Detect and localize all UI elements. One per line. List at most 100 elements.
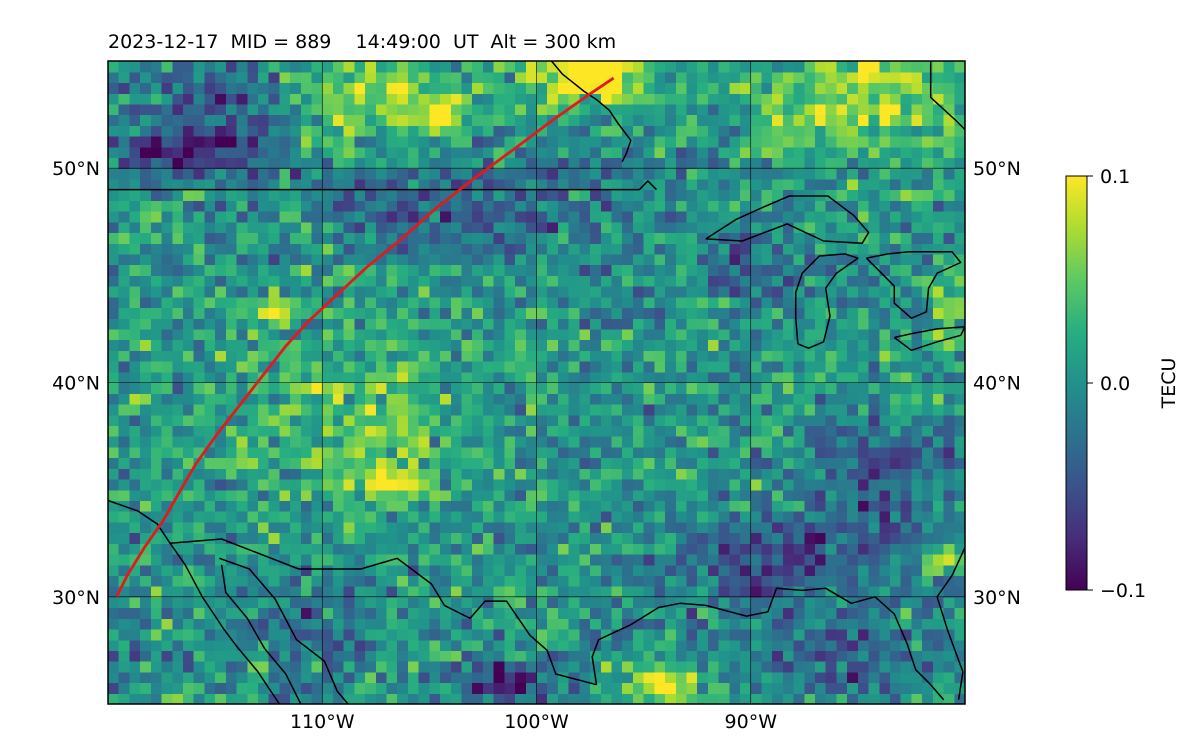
tec-cell xyxy=(922,371,934,384)
tec-cell xyxy=(815,157,827,169)
tec-cell xyxy=(632,468,645,480)
tec-cell xyxy=(461,564,473,576)
tec-cell xyxy=(322,318,334,330)
tec-cell xyxy=(793,61,805,73)
tec-cell xyxy=(375,468,388,480)
tec-cell xyxy=(654,500,666,512)
tec-cell xyxy=(440,243,452,255)
tec-cell xyxy=(354,168,366,180)
tec-cell xyxy=(268,146,280,159)
tec-cell xyxy=(761,318,773,330)
tec-cell xyxy=(375,511,388,523)
tec-cell xyxy=(397,468,409,480)
tec-cell xyxy=(922,307,934,319)
tec-cell xyxy=(804,253,816,266)
tec-cell xyxy=(740,296,752,309)
tec-cell xyxy=(365,425,377,437)
tec-cell xyxy=(354,371,366,384)
tec-cell xyxy=(922,189,934,201)
tec-cell xyxy=(536,361,548,373)
tec-cell xyxy=(665,103,677,116)
tec-cell xyxy=(750,446,763,459)
tec-cell xyxy=(815,650,827,662)
tec-cell xyxy=(836,500,848,512)
tec-cell xyxy=(429,136,441,148)
tec-cell xyxy=(707,253,720,266)
tec-cell xyxy=(215,596,227,609)
tec-cell xyxy=(172,500,184,512)
tec-cell xyxy=(225,307,238,319)
tec-cell xyxy=(836,639,848,652)
tec-cell xyxy=(236,382,248,394)
tec-cell xyxy=(193,414,206,426)
tec-cell xyxy=(225,457,238,469)
tec-cell xyxy=(225,264,238,276)
tec-cell xyxy=(707,457,720,469)
tec-cell xyxy=(515,93,527,105)
tec-cell xyxy=(193,178,206,191)
tec-cell xyxy=(493,628,505,641)
tec-cell xyxy=(847,682,859,694)
tec-cell xyxy=(182,361,195,373)
tec-cell xyxy=(579,457,591,469)
tec-cell xyxy=(547,361,559,373)
tec-cell xyxy=(375,275,388,287)
tec-cell xyxy=(654,532,666,544)
tec-cell xyxy=(590,564,602,576)
tec-cell xyxy=(557,93,570,105)
tec-cell xyxy=(472,114,484,126)
tec-cell xyxy=(836,586,848,598)
tec-cell xyxy=(354,178,366,191)
tec-cell xyxy=(890,71,902,84)
tec-cell xyxy=(257,446,270,459)
tec-cell xyxy=(300,178,313,191)
tec-cell xyxy=(172,586,184,598)
tec-cell xyxy=(804,521,816,534)
longitude-tick-label: 110°W xyxy=(290,711,355,733)
tec-cell xyxy=(761,264,773,276)
tec-cell xyxy=(182,296,195,309)
tec-cell xyxy=(815,361,827,373)
tec-cell xyxy=(461,103,473,116)
tec-cell xyxy=(793,393,805,405)
tec-cell xyxy=(954,146,965,159)
tec-cell xyxy=(140,136,152,148)
longitude-tick-label: 100°W xyxy=(504,711,569,733)
tec-cell xyxy=(343,93,355,105)
tec-cell xyxy=(407,71,420,84)
tec-cell xyxy=(954,361,965,373)
tec-cell xyxy=(611,661,623,673)
tec-cell xyxy=(365,671,377,684)
tec-cell xyxy=(365,693,377,704)
tec-cell xyxy=(579,232,591,244)
tec-cell xyxy=(375,661,388,673)
tec-cell xyxy=(440,446,452,459)
tec-cell xyxy=(375,650,388,662)
tec-cell xyxy=(890,296,902,309)
tec-cell xyxy=(322,93,334,105)
tec-cell xyxy=(536,114,548,126)
tec-cell xyxy=(740,328,752,341)
tec-cell xyxy=(257,511,270,523)
tec-cell xyxy=(182,639,195,652)
tec-cell xyxy=(740,307,752,319)
tec-cell xyxy=(932,146,945,159)
colorbar-tick-label: 0.0 xyxy=(1100,373,1130,395)
tec-cell xyxy=(461,189,473,201)
tec-cell xyxy=(740,253,752,266)
tec-cell xyxy=(204,650,216,662)
tec-cell xyxy=(322,628,334,641)
tec-cell xyxy=(793,403,805,416)
tec-cell xyxy=(890,200,902,212)
tec-cell xyxy=(397,328,409,341)
tec-cell xyxy=(300,114,313,126)
tec-cell xyxy=(290,403,302,416)
tec-cell xyxy=(772,682,784,694)
tec-cell xyxy=(815,114,827,126)
tec-cell xyxy=(750,650,763,662)
tec-cell xyxy=(857,382,870,394)
tec-cell xyxy=(386,393,398,405)
tec-cell xyxy=(718,361,730,373)
tec-cell xyxy=(150,296,163,309)
tec-cell xyxy=(290,93,302,105)
